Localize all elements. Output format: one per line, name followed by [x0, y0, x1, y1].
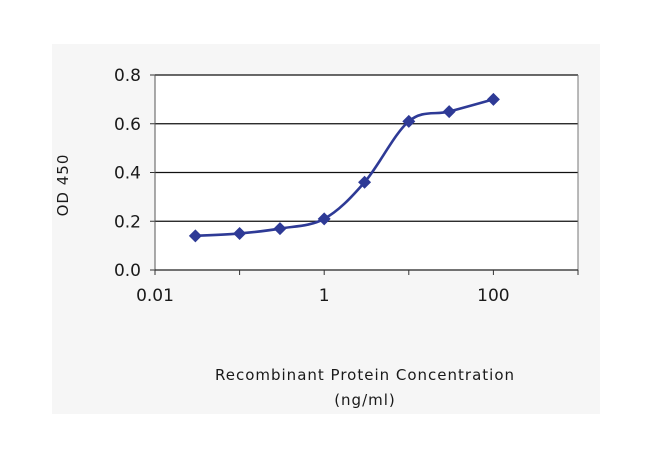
data-point-marker	[486, 92, 500, 106]
x-tick-label: 100	[477, 286, 509, 306]
x-axis-unit: (ng/ml)	[334, 391, 396, 409]
series-group	[188, 92, 500, 243]
y-tick-label: 0.4	[114, 164, 141, 184]
x-tick-label: 1	[319, 286, 330, 306]
x-tick-label: 0.01	[136, 286, 174, 306]
data-point-marker	[442, 105, 456, 119]
data-point-marker	[402, 114, 416, 128]
y-tick-labels: 0.0 0.2 0.4 0.6 0.8	[114, 66, 141, 281]
y-tick-label: 0.6	[114, 115, 141, 135]
data-point-marker	[233, 226, 247, 240]
axes	[150, 74, 579, 275]
y-axis-title: OD 450	[54, 154, 72, 217]
grid-lines	[155, 74, 578, 222]
data-point-marker	[317, 212, 331, 226]
x-tick-labels: 0.01 1 100	[136, 286, 510, 306]
data-point-marker	[188, 229, 202, 243]
data-point-marker	[273, 222, 287, 236]
y-tick-label: 0.8	[114, 66, 141, 86]
x-axis-title: Recombinant Protein Concentration	[215, 366, 515, 384]
y-tick-label: 0.0	[114, 261, 141, 281]
data-point-marker	[358, 175, 372, 189]
y-tick-label: 0.2	[114, 212, 141, 232]
